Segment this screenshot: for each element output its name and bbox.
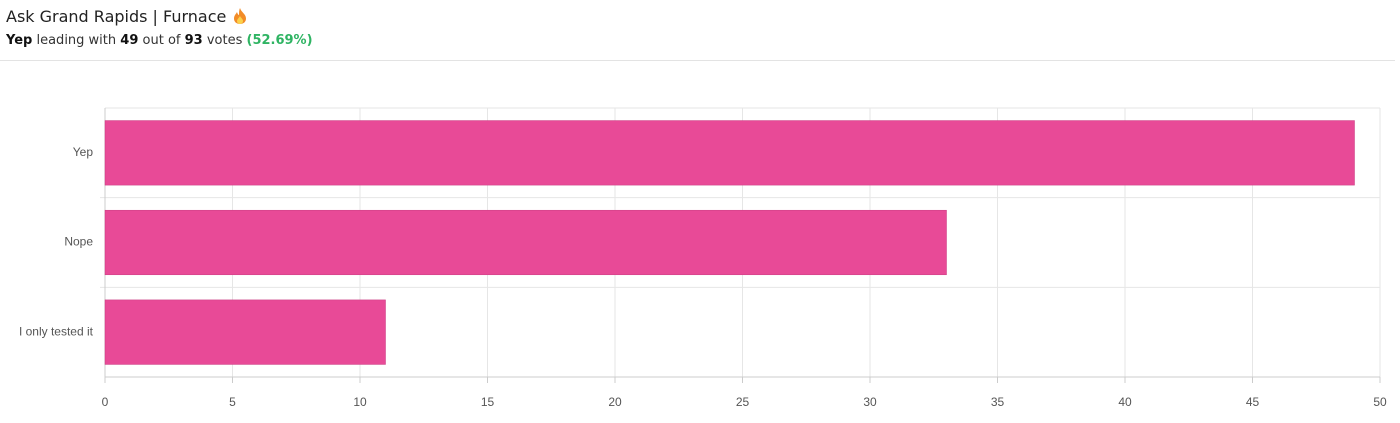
y-tick-label: I only tested it — [19, 324, 94, 338]
header: Ask Grand Rapids | Furnace Yep leading w… — [6, 4, 313, 49]
y-tick-label: Nope — [64, 235, 93, 249]
x-tick-label: 10 — [353, 395, 367, 409]
bar — [104, 120, 1355, 186]
leader-count: 49 — [120, 33, 139, 48]
poll-title: Ask Grand Rapids | Furnace — [6, 6, 227, 26]
x-tick-label: 20 — [608, 395, 622, 409]
y-tick-label: Yep — [73, 145, 94, 159]
x-tick-label: 50 — [1373, 395, 1387, 409]
subtitle-text: out of — [142, 33, 181, 48]
bar — [104, 299, 386, 365]
subtitle-text: leading with — [36, 33, 117, 48]
x-tick-label: 25 — [736, 395, 750, 409]
x-tick-label: 15 — [481, 395, 495, 409]
title-row: Ask Grand Rapids | Furnace — [6, 4, 313, 28]
bar — [104, 209, 947, 276]
x-tick-label: 0 — [102, 395, 109, 409]
subtitle: Yep leading with 49 out of 93 votes (52.… — [6, 33, 313, 48]
x-tick-label: 45 — [1246, 395, 1260, 409]
fire-icon — [234, 8, 247, 24]
total-votes: 93 — [184, 33, 203, 48]
separator — [0, 60, 1395, 61]
x-tick-label: 35 — [991, 395, 1005, 409]
leader-percent: (52.69%) — [246, 33, 313, 48]
x-tick-label: 30 — [863, 395, 877, 409]
leader: Yep — [6, 33, 33, 48]
subtitle-text: votes — [206, 33, 243, 48]
x-tick-label: 5 — [229, 395, 236, 409]
x-tick-label: 40 — [1118, 395, 1132, 409]
